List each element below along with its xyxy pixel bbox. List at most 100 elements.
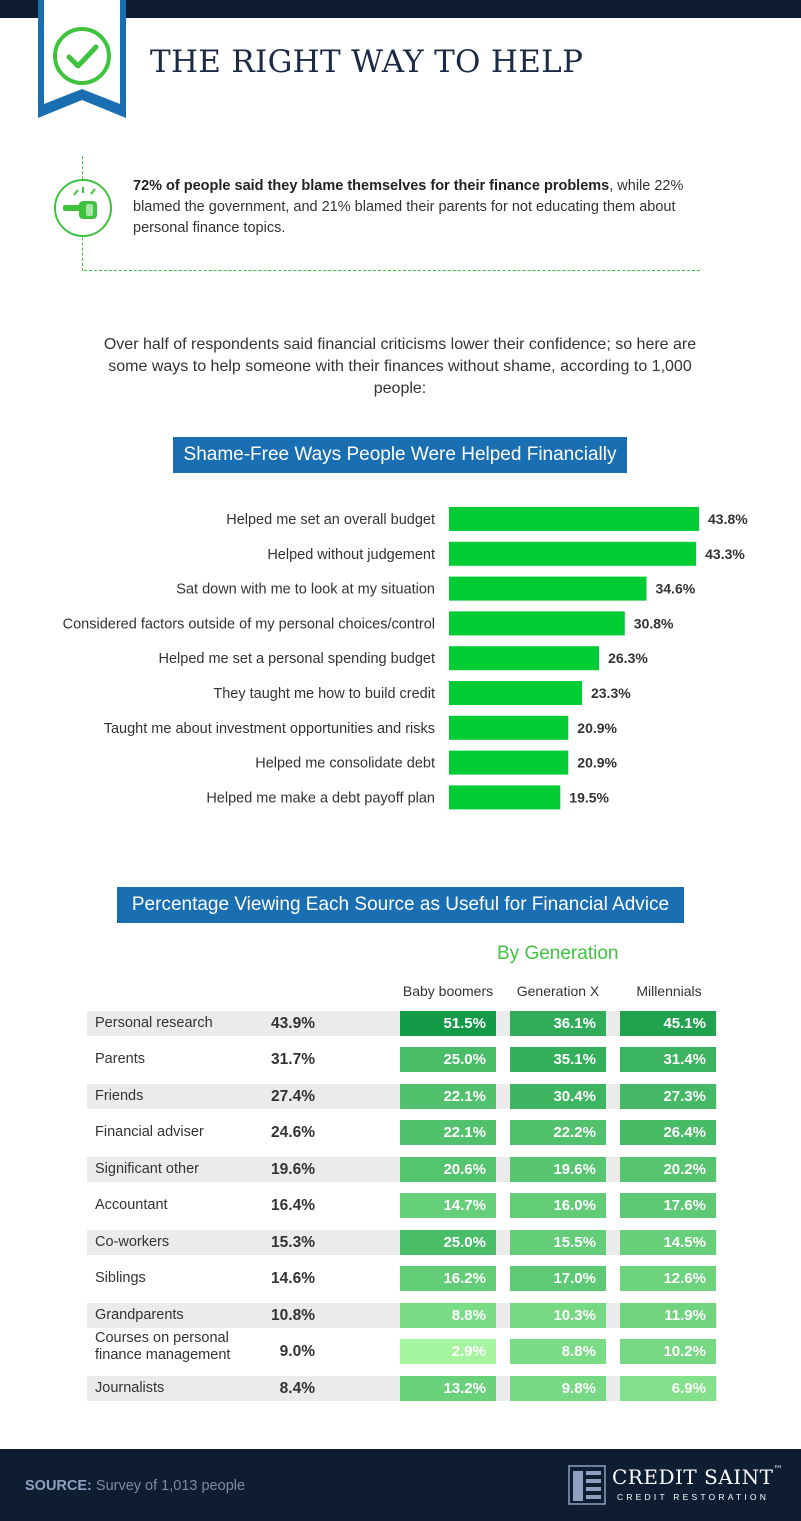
bar-category-label: Considered factors outside of my persona…: [63, 616, 435, 632]
stat-highlight: 72% of people said they blame themselves…: [133, 178, 610, 194]
generation-cell: 22.2%: [510, 1120, 606, 1145]
generation-cell: 8.8%: [510, 1339, 606, 1364]
top-bar: [0, 0, 801, 18]
row-source-label: Co-workers: [95, 1234, 170, 1250]
generation-cell: 30.4%: [510, 1084, 606, 1109]
generation-cell: 17.0%: [510, 1266, 606, 1291]
table-row: Financial adviser 24.6% 22.1% 22.2% 26.4%: [87, 1120, 717, 1145]
generation-cell: 22.1%: [400, 1084, 496, 1109]
dashed-divider-horizontal: [84, 270, 700, 271]
check-circle-icon: [38, 0, 126, 118]
bar: [449, 715, 569, 740]
credit-saint-logo: CREDIT SAINT™ CREDIT RESTORATION: [568, 1465, 783, 1505]
generation-cell: 10.3%: [510, 1303, 606, 1328]
row-overall-value: 15.3%: [271, 1234, 315, 1251]
bar-category-label: Helped me consolidate debt: [255, 756, 435, 772]
source-note: SOURCE: Survey of 1,013 people: [25, 1478, 245, 1494]
stat-callout: 72% of people said they blame themselves…: [133, 176, 713, 239]
generation-cell: 19.6%: [510, 1157, 606, 1182]
bar: [449, 646, 600, 671]
row-source-label: Significant other: [95, 1161, 199, 1177]
table-row: Significant other 19.6% 20.6% 19.6% 20.2%: [87, 1157, 717, 1182]
row-overall-value: 19.6%: [271, 1161, 315, 1178]
table-row: Personal research 43.9% 51.5% 36.1% 45.1%: [87, 1011, 717, 1036]
bar-category-label: They taught me how to build credit: [213, 686, 435, 702]
bar-category-label: Helped without judgement: [267, 547, 435, 563]
source-label: SOURCE:: [25, 1478, 92, 1494]
bar-value-label: 43.8%: [708, 511, 748, 527]
bar-category-label: Helped me make a debt payoff plan: [206, 790, 435, 806]
intro-text: Over half of respondents said financial …: [103, 336, 697, 397]
table-row: Grandparents 10.8% 8.8% 10.3% 11.9%: [87, 1303, 717, 1328]
bar: [449, 681, 582, 705]
table-row: Journalists 8.4% 13.2% 9.8% 6.9%: [87, 1376, 717, 1401]
generation-cell: 15.5%: [510, 1230, 606, 1255]
bar-value-label: 20.9%: [577, 720, 617, 736]
generation-cell: 16.2%: [400, 1266, 496, 1291]
row-overall-value: 9.0%: [279, 1343, 315, 1360]
pointing-fist-icon: [54, 179, 112, 237]
generation-cell: 26.4%: [620, 1120, 716, 1145]
bar-chart: Helped me set an overall budget 43.8% Help…: [63, 507, 748, 810]
row-source-label: Courses on personal finance management: [95, 1330, 231, 1363]
bar: [449, 507, 699, 531]
table-row: Friends 27.4% 22.1% 30.4% 27.3%: [87, 1084, 717, 1109]
generation-cell: 35.1%: [510, 1047, 606, 1072]
stat-detail: , while 22% blamed the government, and 2…: [133, 178, 684, 236]
footer: SOURCE: Survey of 1,013 people CREDIT SA…: [0, 1449, 801, 1521]
generation-cell: 31.4%: [620, 1047, 716, 1072]
generation-cell: 45.1%: [620, 1011, 716, 1036]
page-title: THE RIGHT WAY TO HELP: [150, 44, 584, 80]
generation-cell: 14.5%: [620, 1230, 716, 1255]
row-overall-value: 16.4%: [271, 1197, 315, 1214]
table-row: Courses on personal finance management 9.0…: [87, 1330, 717, 1364]
table-title: Percentage Viewing Each Source as Useful…: [117, 887, 684, 923]
bar: [449, 611, 625, 636]
generation-cell: 36.1%: [510, 1011, 606, 1036]
row-source-label: Accountant: [95, 1197, 168, 1213]
bar-category-label: Taught me about investment opportunities…: [104, 721, 435, 737]
generation-cell: 17.6%: [620, 1193, 716, 1218]
row-source-label: Personal research: [95, 1015, 213, 1031]
row-overall-value: 24.6%: [271, 1124, 315, 1141]
credit-saint-logo-icon: [568, 1465, 606, 1505]
bar-value-label: 43.3%: [705, 546, 745, 562]
generation-cell: 20.2%: [620, 1157, 716, 1182]
generation-cell: 25.0%: [400, 1230, 496, 1255]
table-row: Parents 31.7% 25.0% 35.1% 31.4%: [87, 1047, 717, 1072]
row-source-label: Grandparents: [95, 1307, 184, 1323]
generation-group-title: By Generation: [497, 943, 619, 964]
generation-cell: 9.8%: [510, 1376, 606, 1401]
logo-name: CREDIT SAINT™: [612, 1465, 783, 1489]
generation-cell: 12.6%: [620, 1266, 716, 1291]
row-overall-value: 43.9%: [271, 1015, 315, 1032]
bar-category-label: Helped me set a personal spending budget: [159, 651, 436, 667]
bar-value-label: 30.8%: [634, 615, 674, 631]
generation-cell: 6.9%: [620, 1376, 716, 1401]
bar-value-label: 23.3%: [591, 685, 631, 701]
bar: [449, 576, 647, 601]
bar-value-label: 19.5%: [569, 789, 609, 805]
generation-cell: 13.2%: [400, 1376, 496, 1401]
column-header-generation-x: Generation X: [516, 983, 600, 999]
generation-cell: 14.7%: [400, 1193, 496, 1218]
bar-chart-title: Shame-Free Ways People Were Helped Finan…: [173, 437, 627, 473]
generation-cell: 51.5%: [400, 1011, 496, 1036]
table-row: Siblings 14.6% 16.2% 17.0% 12.6%: [87, 1266, 717, 1291]
row-overall-value: 31.7%: [271, 1051, 315, 1068]
generation-cell: 22.1%: [400, 1120, 496, 1145]
bar-value-label: 26.3%: [608, 650, 648, 666]
generation-cell: 25.0%: [400, 1047, 496, 1072]
logo-tagline: CREDIT RESTORATION: [617, 1492, 770, 1502]
bar-category-label: Helped me set an overall budget: [226, 512, 435, 528]
row-overall-value: 27.4%: [271, 1088, 315, 1105]
row-source-label: Journalists: [95, 1380, 165, 1396]
generation-cell: 10.2%: [620, 1339, 716, 1364]
row-source-label: Friends: [95, 1088, 144, 1104]
row-source-label: Parents: [95, 1051, 145, 1067]
generation-cell: 2.9%: [400, 1339, 496, 1364]
bar-value-label: 20.9%: [577, 755, 617, 771]
bar-value-label: 34.6%: [655, 581, 695, 597]
table-row: Co-workers 15.3% 25.0% 15.5% 14.5%: [87, 1230, 717, 1255]
column-header-millennials: Millennials: [636, 983, 702, 999]
